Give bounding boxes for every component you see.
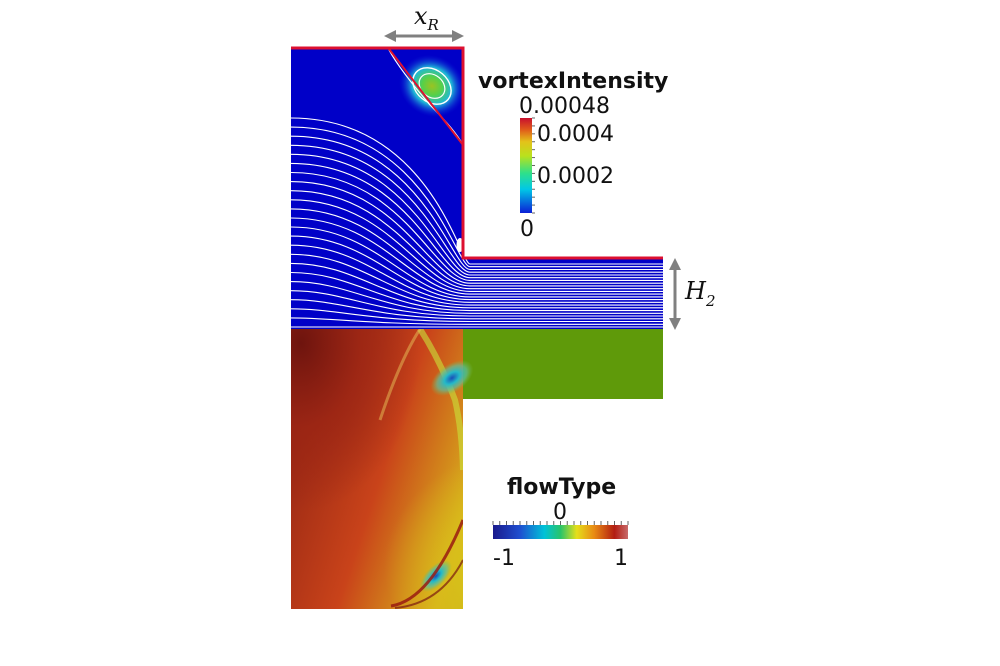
streamline [290, 235, 663, 301]
vortex-tick-label-2: 0 [520, 217, 534, 242]
flow-legend-center-label: 0 [553, 500, 567, 525]
vortex-legend-max-label: 0.00048 [519, 94, 610, 119]
flow-legend-max-label: 1 [614, 546, 628, 571]
corner-shear-streak [390, 519, 465, 608]
streamline [290, 181, 663, 284]
xr-label: xR [414, 2, 439, 34]
vortex-separatrix [388, 49, 464, 146]
streamline [290, 208, 663, 292]
h2-label: H2 [684, 277, 715, 310]
corner-vortex [398, 54, 466, 118]
streamline [290, 308, 663, 323]
vortex-colorbar-ticks [532, 117, 535, 214]
vortex-intensity-legend: vortexIntensity 0.00048 0.0004 0.0002 0 [478, 69, 668, 242]
streamline [290, 244, 663, 303]
flow-colorbar [493, 525, 628, 539]
streamline [290, 281, 663, 314]
vortex-intensity-field [290, 46, 663, 329]
vortex-boundary-line [388, 48, 464, 146]
streamline [290, 253, 663, 306]
xr-dimension: xR [384, 2, 464, 42]
streamline [290, 126, 663, 268]
streamlines [290, 117, 663, 328]
streamline [290, 171, 663, 281]
streamline [290, 317, 663, 325]
streamline [290, 299, 663, 320]
vortex-tick-label-0: 0.0004 [537, 122, 614, 147]
flow-colorbar-ticks [492, 521, 629, 525]
streamline [290, 190, 663, 287]
vortex-legend-title: vortexIntensity [478, 69, 668, 94]
streamline [290, 217, 663, 295]
streamline [290, 135, 663, 271]
h2-dimension: H2 [669, 258, 715, 330]
streamline [290, 199, 663, 290]
streamline [290, 290, 663, 317]
vortex-colorbar [520, 118, 532, 213]
streamline [290, 117, 663, 265]
vortex-tick-label-1: 0.0002 [537, 164, 614, 189]
streamline [290, 262, 663, 309]
streamline [290, 162, 663, 279]
vortex-contour-outer [412, 67, 452, 105]
flow-legend-min-label: -1 [493, 546, 515, 571]
flow-legend-title: flowType [507, 475, 616, 500]
lip-eddy [430, 360, 474, 396]
streamline [290, 226, 663, 298]
flow-type-field [291, 329, 663, 609]
wall-boundary [291, 46, 663, 260]
streamline [290, 144, 663, 273]
streamline [290, 153, 663, 276]
streamline [290, 271, 663, 312]
flow-type-legend: flowType 0 -1 1 [492, 475, 629, 571]
